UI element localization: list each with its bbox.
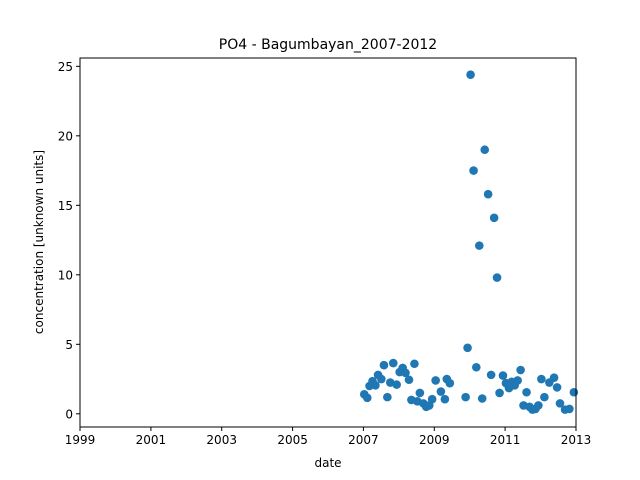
data-point xyxy=(516,365,525,375)
plot-frame xyxy=(79,57,577,428)
data-point xyxy=(461,392,470,402)
data-point xyxy=(431,376,440,385)
x-axis-label: date xyxy=(314,456,341,470)
data-point xyxy=(383,392,392,402)
data-point xyxy=(492,273,502,282)
data-point xyxy=(489,213,499,223)
data-point xyxy=(377,374,386,384)
x-tick-label: 2011 xyxy=(490,433,521,447)
data-point xyxy=(495,388,504,398)
data-point xyxy=(436,387,446,396)
data-point xyxy=(440,394,450,404)
x-tick-label: 2007 xyxy=(348,433,379,447)
y-axis: 0 5 10 15 20 25 xyxy=(58,60,80,421)
data-point xyxy=(415,388,425,398)
data-point xyxy=(463,343,472,353)
y-axis-label: concentration [unknown units] xyxy=(32,150,46,334)
x-tick-label: 1999 xyxy=(65,433,96,447)
data-point xyxy=(388,358,398,368)
data-point xyxy=(498,371,508,380)
x-tick-label: 2009 xyxy=(419,433,450,447)
data-point xyxy=(513,376,522,385)
data-point xyxy=(404,375,414,385)
data-point xyxy=(472,362,481,372)
data-point xyxy=(410,359,419,369)
points-layer xyxy=(359,70,579,414)
data-point xyxy=(401,368,410,378)
data-point xyxy=(427,394,437,404)
x-tick-label: 2001 xyxy=(136,433,167,447)
data-point xyxy=(534,401,543,410)
y-tick-label: 25 xyxy=(58,60,73,74)
data-point xyxy=(480,145,490,155)
data-point xyxy=(486,370,496,380)
data-point xyxy=(469,166,478,175)
data-point xyxy=(537,374,546,384)
x-tick-label: 2003 xyxy=(206,433,237,447)
data-point xyxy=(466,70,475,79)
data-point xyxy=(549,373,559,382)
data-point xyxy=(445,378,455,388)
data-point xyxy=(552,383,562,392)
data-point xyxy=(475,241,484,250)
y-tick-label: 20 xyxy=(58,129,73,143)
chart-title: PO4 - Bagumbayan_2007-2012 xyxy=(219,37,437,53)
data-point xyxy=(522,387,531,397)
data-point xyxy=(477,394,487,403)
x-axis: 1999 2001 2003 2005 2007 2009 2011 2013 xyxy=(65,427,592,447)
x-tick-label: 2005 xyxy=(277,433,308,447)
data-point xyxy=(362,393,372,403)
data-point xyxy=(555,399,565,408)
x-tick-label: 2013 xyxy=(561,433,592,447)
data-point xyxy=(379,360,389,370)
data-point xyxy=(569,387,579,397)
y-tick-label: 0 xyxy=(65,407,73,421)
data-point xyxy=(565,404,574,414)
data-point xyxy=(540,392,549,402)
data-point xyxy=(483,189,493,199)
data-point xyxy=(392,380,401,389)
y-tick-label: 5 xyxy=(65,338,73,352)
y-tick-label: 10 xyxy=(58,268,73,282)
y-tick-label: 15 xyxy=(58,199,73,213)
data-point xyxy=(371,381,380,390)
